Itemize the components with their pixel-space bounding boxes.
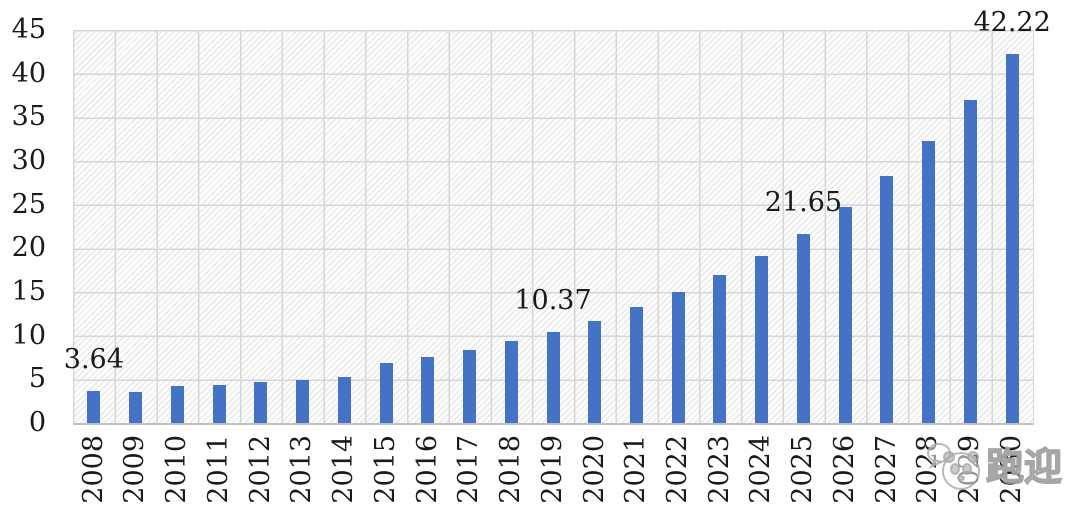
bar-2017 (463, 349, 477, 423)
x-axis-label: 2011 (202, 435, 234, 504)
data-label-2025: 21.65 (764, 186, 843, 218)
x-axis-label: 2018 (495, 435, 527, 504)
bar-2008 (87, 391, 101, 423)
x-axis-label: 2015 (369, 435, 401, 504)
x-axis-label: 2029 (954, 435, 986, 504)
bar-2015 (379, 362, 393, 423)
bar-2013 (296, 380, 310, 423)
bar-2022 (671, 292, 685, 423)
bar-2027 (880, 175, 894, 423)
bar-2021 (629, 307, 643, 423)
x-axis-label: 2030 (995, 435, 1027, 504)
x-axis-label: 2027 (870, 435, 902, 504)
x-axis-label: 2010 (161, 435, 193, 504)
x-axis-label: 2013 (286, 435, 318, 504)
x-axis-label: 2019 (536, 435, 568, 504)
x-axis-label: 2020 (578, 435, 610, 504)
bar-2023 (713, 275, 727, 423)
x-axis-label: 2016 (411, 435, 443, 504)
bar-2014 (337, 376, 351, 423)
x-axis-label: 2023 (703, 435, 735, 504)
data-label-2030: 42.22 (973, 7, 1051, 39)
bar-2018 (504, 340, 518, 423)
data-label-2019: 10.37 (514, 285, 592, 317)
y-axis-tick-label: 5 (28, 363, 46, 395)
bar-2025 (796, 233, 810, 423)
plot-area (73, 30, 1034, 425)
x-axis-label: 2021 (620, 435, 652, 504)
x-axis-label: 2017 (453, 435, 485, 504)
bar-2029 (963, 100, 977, 423)
x-axis-label: 2014 (328, 435, 360, 504)
bar-2020 (588, 320, 602, 423)
bar-2011 (212, 384, 226, 423)
x-axis-label: 2025 (787, 435, 819, 504)
bar-2028 (922, 140, 936, 423)
x-axis-label: 2009 (119, 435, 151, 504)
y-axis-tick-label: 30 (11, 145, 46, 176)
bar-2024 (755, 256, 769, 423)
y-axis-tick-label: 10 (11, 319, 46, 351)
x-axis-label: 2028 (912, 435, 944, 504)
bar-2009 (129, 392, 143, 423)
x-axis: 2008 2009 2010 2011 2012 2013 2014 2015 2016 2017… (73, 435, 1033, 515)
x-axis-label: 2024 (745, 435, 777, 504)
bar-2010 (170, 386, 184, 423)
bar-2019 (546, 332, 560, 423)
x-axis-label: 2026 (828, 435, 860, 504)
x-axis-label: 2008 (77, 435, 109, 504)
y-axis-tick-label: 0 (28, 407, 46, 438)
x-axis-label: 2022 (661, 435, 693, 504)
x-axis-label: 2012 (244, 435, 276, 504)
bar-2016 (421, 356, 435, 423)
data-label-2008: 3.64 (63, 344, 124, 376)
y-axis-tick-label: 35 (11, 101, 46, 133)
bar-2026 (838, 206, 852, 423)
y-axis-tick-label: 25 (11, 188, 46, 220)
y-axis-tick-label: 20 (11, 232, 46, 264)
y-axis-tick-label: 40 (11, 57, 46, 89)
y-axis-tick-label: 45 (11, 14, 46, 45)
bar-2012 (254, 382, 268, 423)
y-axis-tick-label: 15 (11, 276, 46, 307)
bar-2030 (1005, 54, 1019, 423)
